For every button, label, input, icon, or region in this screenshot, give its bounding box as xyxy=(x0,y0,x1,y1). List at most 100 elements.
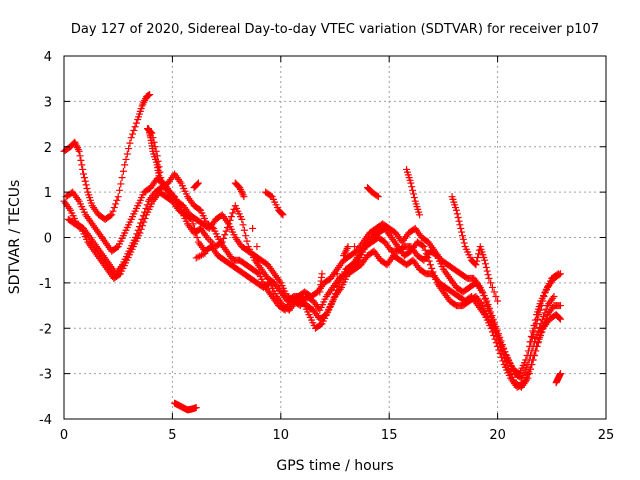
data-point xyxy=(123,150,131,158)
data-point xyxy=(416,211,424,219)
data-point xyxy=(188,215,196,223)
data-point xyxy=(482,299,490,307)
data-point xyxy=(192,229,200,237)
data-point xyxy=(541,309,549,317)
tick-labels: 0 5 10 15 20 25 -4 -3 -2 -1 0 1 2 3 4 xyxy=(39,50,614,443)
data-point xyxy=(82,181,90,189)
data-point xyxy=(116,186,124,194)
x-tick-label: 15 xyxy=(381,428,398,443)
data-point xyxy=(473,257,481,265)
data-point xyxy=(487,324,495,332)
data-point xyxy=(425,257,433,265)
data-point xyxy=(455,217,463,225)
x-axis-label: GPS time / hours xyxy=(276,458,393,474)
data-point xyxy=(537,332,545,340)
data-point xyxy=(453,210,461,218)
data-point xyxy=(344,243,352,251)
data-point xyxy=(187,214,195,222)
data-point xyxy=(530,351,538,359)
data-point xyxy=(556,315,564,323)
series-track-e xyxy=(145,125,564,346)
data-point xyxy=(499,357,507,365)
data-point xyxy=(518,380,526,388)
data-point xyxy=(458,228,466,236)
data-point xyxy=(137,225,145,233)
data-point xyxy=(189,220,197,228)
data-point xyxy=(534,339,542,347)
series-outliers xyxy=(171,224,564,414)
data-point xyxy=(238,215,246,223)
axis-ticks xyxy=(63,55,607,420)
data-point xyxy=(527,361,535,369)
data-point xyxy=(220,234,228,242)
data-point xyxy=(481,260,489,268)
data-point xyxy=(119,167,127,175)
series-track-d xyxy=(64,188,564,391)
data-point xyxy=(489,317,497,325)
data-point xyxy=(253,243,261,251)
data-point xyxy=(526,338,534,346)
data-point xyxy=(483,267,491,275)
data-point xyxy=(530,322,538,330)
data-point xyxy=(488,283,496,291)
data-point xyxy=(333,270,341,278)
data-point xyxy=(194,180,202,188)
data-point xyxy=(243,237,251,245)
data-point xyxy=(136,229,144,237)
data-point xyxy=(229,209,237,217)
data-point xyxy=(240,226,248,234)
data-point xyxy=(498,353,506,361)
data-point xyxy=(538,316,546,324)
x-tick-label: 10 xyxy=(273,428,290,443)
data-point xyxy=(529,327,537,335)
data-point xyxy=(195,205,203,213)
data-point xyxy=(432,251,440,259)
data-point xyxy=(191,224,199,232)
data-point xyxy=(131,123,139,131)
data-point xyxy=(79,165,87,173)
data-point xyxy=(550,292,558,300)
data-point xyxy=(239,221,247,229)
data-point xyxy=(555,271,563,279)
data-point xyxy=(490,288,498,296)
data-point xyxy=(278,210,286,218)
y-tick-label: 2 xyxy=(44,141,52,156)
series-track-c xyxy=(62,175,558,382)
data-point xyxy=(536,323,544,331)
data-point xyxy=(532,334,540,342)
data-point xyxy=(452,206,460,214)
data-point xyxy=(240,193,248,201)
data-point xyxy=(141,214,149,222)
data-point xyxy=(114,193,122,201)
data-point xyxy=(318,270,326,278)
data-point xyxy=(129,130,137,138)
y-tick-label: 0 xyxy=(44,232,52,247)
data-point xyxy=(409,186,417,194)
data-point xyxy=(454,214,462,222)
x-tick-label: 5 xyxy=(168,428,176,443)
data-point xyxy=(556,302,564,310)
data-point xyxy=(526,365,534,373)
data-point xyxy=(155,175,163,183)
data-points xyxy=(60,91,564,414)
data-point xyxy=(121,161,129,169)
data-point xyxy=(77,156,85,164)
data-point xyxy=(140,218,148,226)
data-point xyxy=(373,192,381,200)
data-point xyxy=(351,243,359,251)
data-point xyxy=(354,257,362,265)
data-point xyxy=(490,332,498,340)
data-point xyxy=(127,134,135,142)
data-point xyxy=(115,271,123,279)
data-point xyxy=(420,243,428,251)
data-point xyxy=(488,328,496,336)
data-point xyxy=(485,306,493,314)
data-point xyxy=(472,261,480,269)
x-tick-label: 0 xyxy=(60,428,68,443)
data-point xyxy=(142,204,150,212)
y-tick-label: -1 xyxy=(39,277,52,292)
data-point xyxy=(410,194,418,202)
data-point xyxy=(419,242,427,250)
data-point xyxy=(481,256,489,264)
x-tick-label: 20 xyxy=(489,428,506,443)
